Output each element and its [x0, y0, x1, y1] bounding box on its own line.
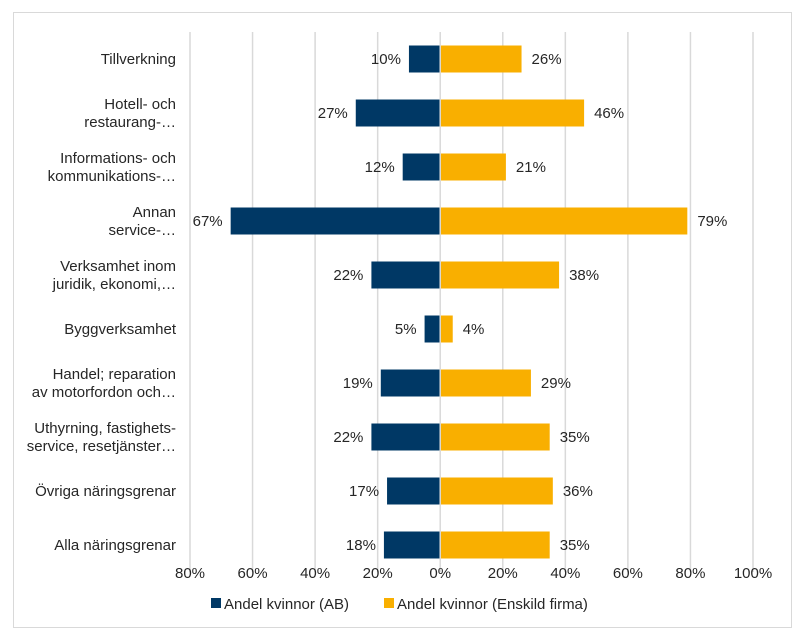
category-label-line: Tillverkning	[101, 51, 176, 68]
category-label-line: Hotell- och	[104, 96, 176, 113]
data-label-enskild-firma: 79%	[697, 213, 727, 230]
data-label-ab: 19%	[343, 375, 373, 392]
category-label: Informations- och kommunikations-…	[48, 150, 176, 185]
category-label: Övriga näringsgrenar	[35, 482, 176, 500]
x-tick-label: 40%	[550, 565, 580, 582]
legend: Andel kvinnor (AB) Andel kvinnor (Enskild…	[211, 596, 588, 613]
category-label-line: juridik, ekonomi,…	[52, 276, 176, 293]
category-label-line: Byggverksamhet	[64, 321, 177, 338]
x-tick-label: 100%	[734, 565, 772, 582]
data-label-ab: 22%	[333, 429, 363, 446]
bar-enskild-firma	[440, 369, 531, 397]
bar-enskild-firma	[440, 477, 553, 505]
data-label-ab: 17%	[349, 483, 379, 500]
bar-enskild-firma	[440, 531, 550, 559]
data-label-ab: 27%	[318, 105, 348, 122]
bar-enskild-firma	[440, 45, 522, 73]
legend-swatch	[384, 598, 394, 608]
category-label: Handel; reparation av motorfordon och…	[32, 366, 176, 401]
bar-enskild-firma	[440, 423, 550, 451]
data-label-enskild-firma: 38%	[569, 267, 599, 284]
category-label-line: service, resetjänster…	[27, 438, 176, 455]
gridlines	[189, 32, 754, 572]
category-label-line: Annan	[133, 204, 176, 221]
category-label: Byggverksamhet	[64, 321, 177, 338]
data-label-enskild-firma: 46%	[594, 105, 624, 122]
category-label-line: kommunikations-…	[48, 168, 176, 185]
category-label-line: av motorfordon och…	[32, 384, 176, 401]
data-label-enskild-firma: 35%	[560, 429, 590, 446]
data-label-ab: 22%	[333, 267, 363, 284]
category-label: Annan service-…	[108, 204, 176, 239]
legend-swatch	[211, 598, 221, 608]
bar-ab	[371, 261, 441, 289]
category-label: Hotell- och restaurang-…	[84, 96, 176, 131]
bar-enskild-firma	[440, 99, 585, 127]
category-label-line: Handel; reparation	[53, 366, 176, 383]
data-label-ab: 12%	[365, 159, 395, 176]
data-label-enskild-firma: 29%	[541, 375, 571, 392]
data-label-ab: 18%	[346, 537, 376, 554]
bar-ab	[387, 477, 441, 505]
data-labels: 10% 27% 12% 67% 22% 5% 19% 22% 17% 18% 26% 46% 21% 79…	[193, 51, 728, 554]
data-label-ab: 67%	[193, 213, 223, 230]
bar-ab	[230, 207, 441, 235]
category-label-line: Verksamhet inom	[60, 258, 176, 275]
bar-ab	[380, 369, 441, 397]
data-label-ab: 10%	[371, 51, 401, 68]
bar-enskild-firma	[440, 207, 688, 235]
x-tick-label: 60%	[238, 565, 268, 582]
bar-enskild-firma	[440, 261, 560, 289]
bar-ab	[402, 153, 441, 181]
data-label-enskild-firma: 21%	[516, 159, 546, 176]
category-label: Tillverkning	[101, 51, 176, 68]
data-label-enskild-firma: 26%	[532, 51, 562, 68]
category-label-line: Uthyrning, fastighets-	[34, 420, 176, 437]
category-label-line: Övriga näringsgrenar	[35, 482, 176, 500]
category-label: Alla näringsgrenar	[54, 537, 176, 554]
data-label-enskild-firma: 36%	[563, 483, 593, 500]
data-label-enskild-firma: 4%	[463, 321, 485, 338]
category-label: Uthyrning, fastighets-service, resetjäns…	[27, 420, 176, 455]
data-label-ab: 5%	[395, 321, 417, 338]
bar-ab	[408, 45, 441, 73]
legend-label: Andel kvinnor (Enskild firma)	[397, 596, 588, 613]
x-tick-label: 20%	[363, 565, 393, 582]
x-tick-label: 60%	[613, 565, 643, 582]
bar-ab	[371, 423, 441, 451]
x-tick-label: 40%	[300, 565, 330, 582]
category-label-line: Informations- och	[60, 150, 176, 167]
bar-ab	[424, 315, 441, 343]
x-tick-label: 80%	[675, 565, 705, 582]
x-axis-tick-labels: 80% 60% 40% 20% 0% 20% 40% 60% 80% 100%	[175, 565, 772, 582]
bar-enskild-firma	[440, 315, 453, 343]
category-label-line: restaurang-…	[84, 114, 176, 131]
bar-ab	[355, 99, 441, 127]
legend-label: Andel kvinnor (AB)	[224, 596, 349, 613]
category-labels: Tillverkning Hotell- och restaurang-… Infor…	[27, 51, 177, 554]
x-tick-label: 0%	[429, 565, 451, 582]
x-tick-label: 80%	[175, 565, 205, 582]
category-label-line: Alla näringsgrenar	[54, 537, 176, 554]
bar-ab	[383, 531, 441, 559]
x-tick-label: 20%	[488, 565, 518, 582]
bars	[230, 45, 688, 559]
data-label-enskild-firma: 35%	[560, 537, 590, 554]
bar-enskild-firma	[440, 153, 506, 181]
category-label-line: service-…	[108, 222, 176, 239]
category-label: Verksamhet inom juridik, ekonomi,…	[52, 258, 176, 293]
